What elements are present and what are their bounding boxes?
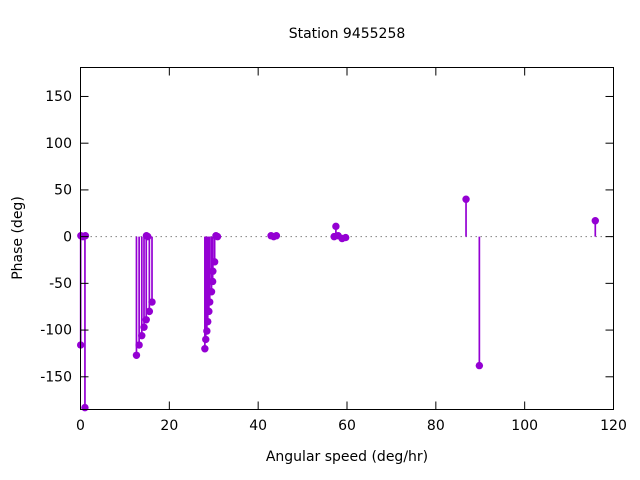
x-tick-label: 0 (76, 418, 85, 434)
y-tick-label: 0 (63, 229, 72, 245)
x-tick-label: 20 (160, 418, 178, 434)
y-tick-label: -50 (49, 276, 72, 292)
data-point (81, 403, 89, 412)
data-point (142, 316, 150, 324)
chart-title: Station 9455258 (289, 26, 406, 42)
data-point (475, 361, 484, 370)
data-point (462, 195, 470, 203)
data-point (145, 307, 154, 316)
data-point (144, 232, 152, 241)
y-tick-label: 50 (54, 183, 72, 199)
data-point (213, 232, 222, 241)
data-point (205, 307, 213, 316)
data-point (201, 345, 209, 353)
y-tick-label: 100 (45, 136, 72, 152)
data-point (135, 341, 143, 349)
series-layer (76, 195, 599, 412)
x-tick-label: 80 (427, 418, 445, 434)
x-tick-label: 120 (600, 418, 627, 434)
y-axis-label: Phase (deg) (10, 196, 26, 280)
data-point (210, 258, 219, 266)
data-point (332, 222, 340, 231)
data-point (341, 233, 350, 242)
data-point (203, 327, 211, 335)
data-point (148, 298, 156, 306)
x-axis-label: Angular speed (deg/hr) (266, 449, 428, 465)
x-tick-label: 60 (338, 418, 356, 434)
y-tick-label: -150 (40, 369, 72, 385)
x-tick-label: 40 (249, 418, 267, 434)
data-point (209, 267, 217, 275)
data-point (204, 317, 212, 326)
data-point (272, 231, 281, 240)
data-point (206, 298, 214, 306)
x-tick-label: 100 (511, 418, 538, 434)
data-point (207, 288, 216, 296)
y-tick-label: 150 (45, 89, 72, 105)
axes-layer: 0 20 40 60 80 100 120 150 100 50 0 -50 -100 -150 (40, 67, 627, 434)
data-point (138, 331, 146, 340)
data-point (140, 323, 148, 331)
y-tick-label: -100 (40, 323, 72, 339)
data-point (132, 351, 141, 360)
data-point (202, 335, 210, 344)
data-point (208, 277, 217, 286)
data-point (81, 231, 90, 240)
data-point (591, 217, 599, 225)
